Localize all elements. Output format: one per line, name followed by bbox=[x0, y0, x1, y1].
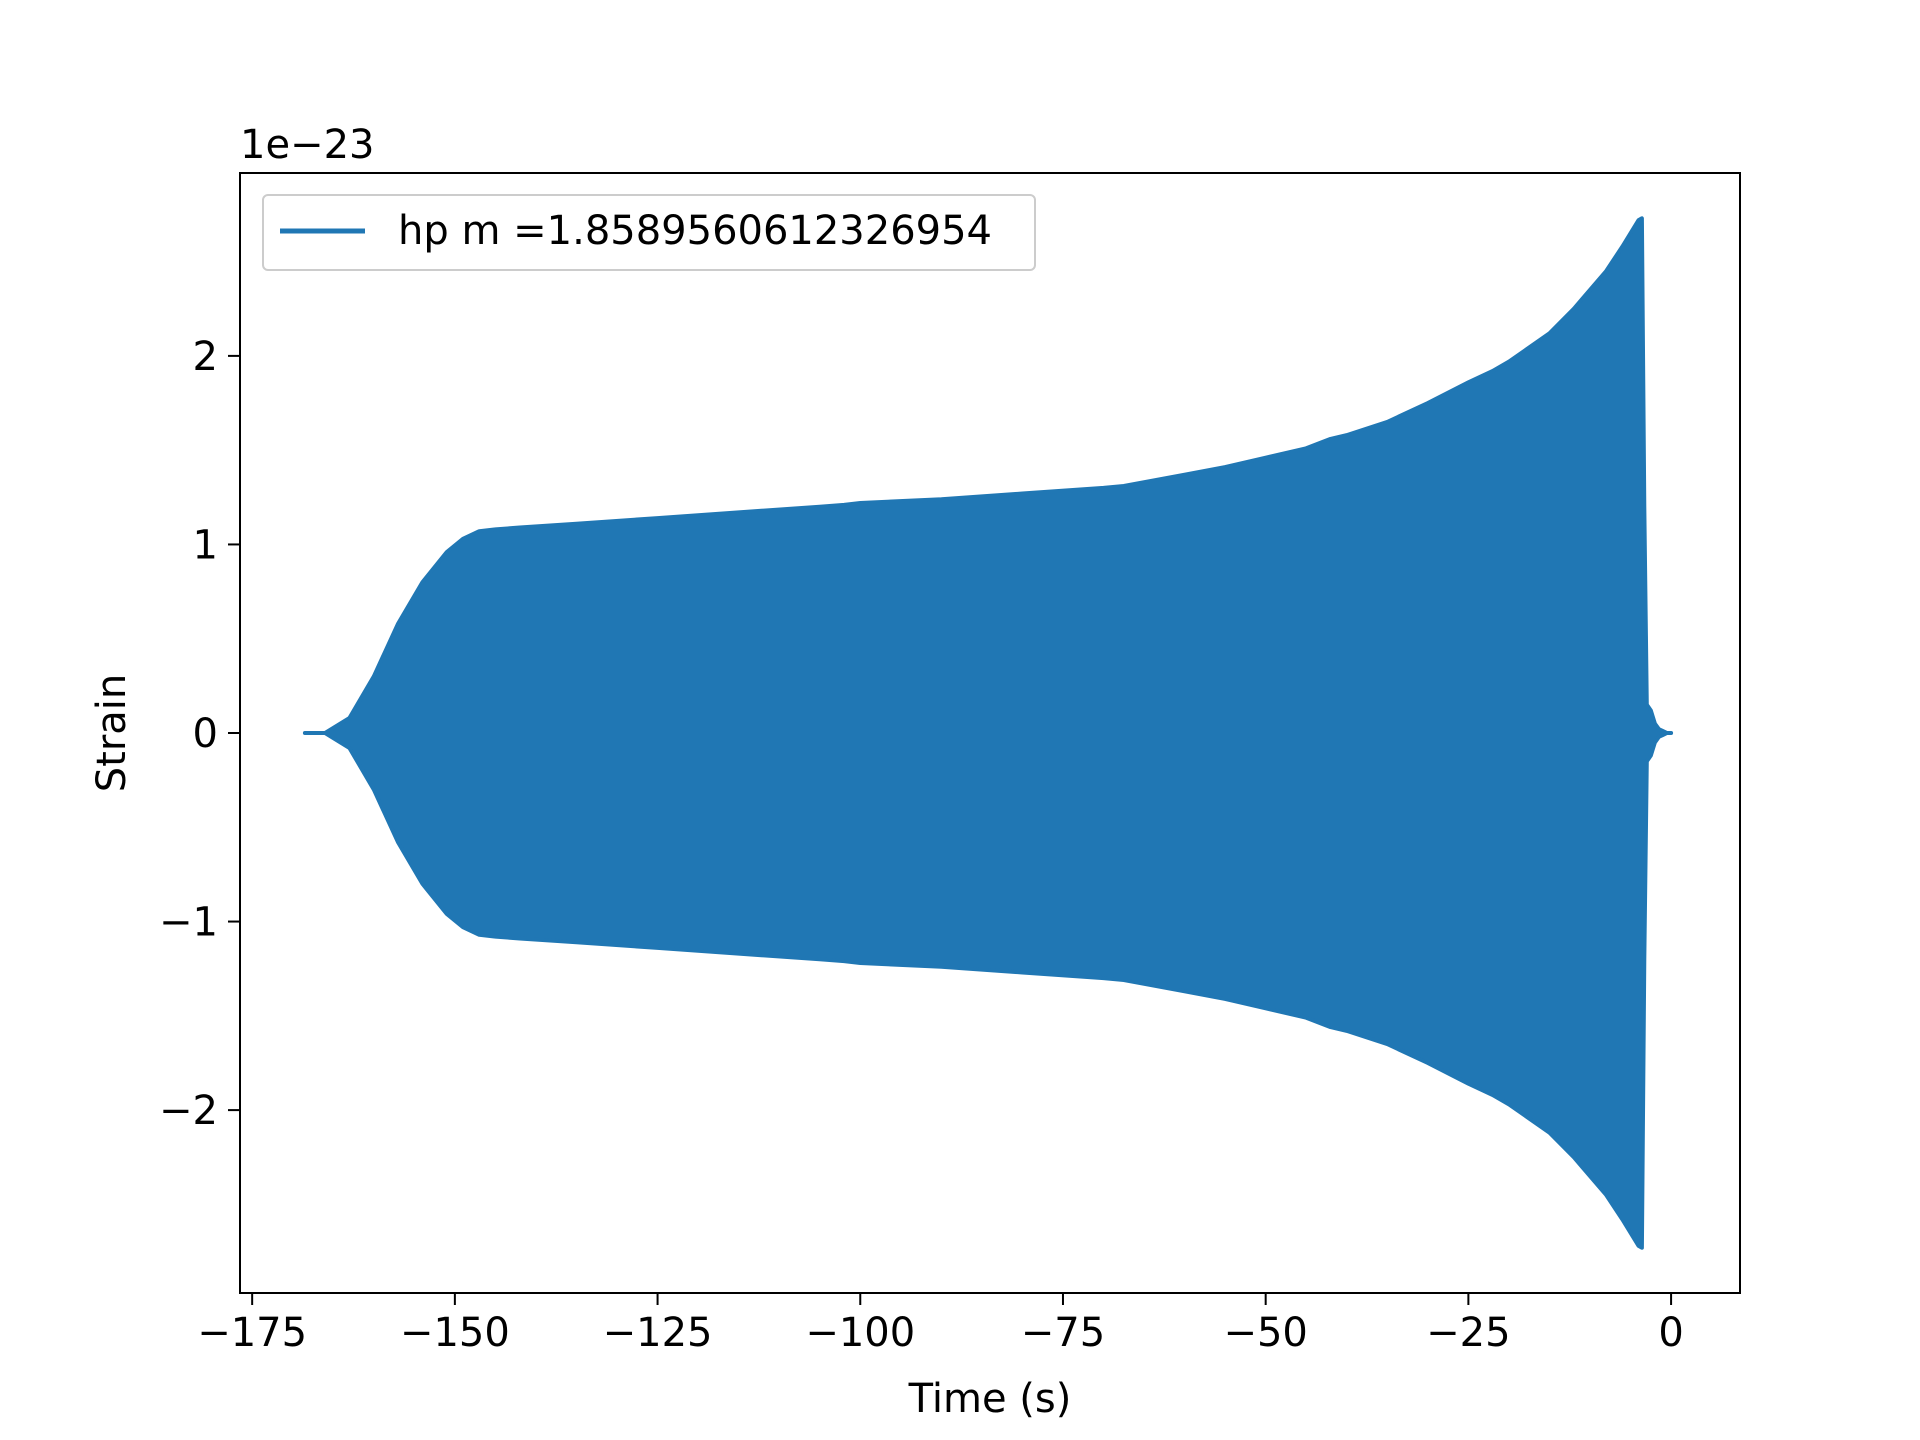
y-tick-label: −2 bbox=[159, 1088, 218, 1134]
x-tick-label: −125 bbox=[603, 1310, 713, 1356]
y-tick-label: 0 bbox=[193, 711, 218, 757]
x-axis-label: Time (s) bbox=[908, 1376, 1072, 1422]
x-tick-label: −175 bbox=[197, 1310, 307, 1356]
x-tick-label: −25 bbox=[1426, 1310, 1510, 1356]
series-hp-envelope bbox=[302, 216, 1674, 1250]
y-tick-label: 2 bbox=[193, 334, 218, 380]
legend: hp m =1.8589560612326954 bbox=[262, 194, 1036, 271]
y-axis-label: Strain bbox=[89, 674, 135, 793]
y-tick-label: −1 bbox=[159, 900, 218, 946]
legend-label: hp m =1.8589560612326954 bbox=[398, 208, 992, 254]
y-axis-ticks: −2 −1 0 1 2 bbox=[159, 334, 240, 1134]
y-tick-label: 1 bbox=[193, 522, 218, 568]
series-layer bbox=[302, 216, 1674, 1250]
x-tick-label: −75 bbox=[1021, 1310, 1105, 1356]
x-tick-label: −100 bbox=[805, 1310, 915, 1356]
x-tick-label: 0 bbox=[1658, 1310, 1683, 1356]
legend-box bbox=[262, 194, 1036, 271]
x-tick-label: −150 bbox=[400, 1310, 510, 1356]
y-offset-text: 1e−23 bbox=[240, 122, 374, 168]
x-tick-label: −50 bbox=[1223, 1310, 1307, 1356]
x-axis-ticks: −175 −150 −125 −100 −75 −50 −25 0 bbox=[197, 1293, 1684, 1356]
